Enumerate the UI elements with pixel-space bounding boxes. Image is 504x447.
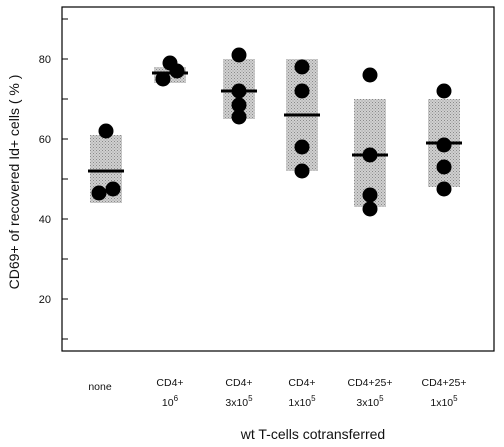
data-point	[294, 139, 310, 155]
x-axis-title: wt T-cells cotransferred	[240, 426, 385, 442]
category-label: CD4+	[156, 377, 183, 389]
data-point	[362, 147, 378, 163]
data-point	[362, 67, 378, 83]
data-point	[436, 181, 452, 197]
y-tick-label: 60	[39, 134, 51, 146]
data-point	[362, 187, 378, 203]
data-point	[91, 185, 107, 201]
category-dose-label: 106	[162, 394, 179, 409]
data-point	[169, 63, 185, 79]
category-label: CD4+25+	[422, 377, 467, 389]
y-axis-ticks	[62, 18, 68, 340]
category-dose-label: 1x105	[288, 394, 316, 409]
range-bands	[90, 59, 460, 207]
data-point	[231, 83, 247, 99]
data-point	[436, 83, 452, 99]
data-points	[91, 47, 452, 217]
y-tick-label: 40	[39, 214, 51, 226]
category-dose-label: 3x105	[225, 394, 253, 409]
category-dose-label: 3x105	[356, 394, 384, 409]
y-tick-label: 20	[39, 294, 51, 306]
data-point	[294, 83, 310, 99]
mean-lines	[88, 71, 462, 173]
data-point	[231, 109, 247, 125]
category-label: CD4+	[225, 377, 252, 389]
data-point	[436, 137, 452, 153]
data-point	[294, 59, 310, 75]
data-point	[231, 47, 247, 63]
data-point	[362, 201, 378, 217]
y-tick-label: 80	[39, 54, 51, 66]
y-axis-title: CD69+ of recovered Id+ cells ( % )	[6, 75, 22, 290]
category-label: none	[88, 381, 112, 393]
data-point	[436, 159, 452, 175]
category-label: CD4+25+	[348, 377, 393, 389]
data-point	[294, 163, 310, 179]
data-point	[105, 181, 121, 197]
category-dose-label: 1x105	[430, 394, 458, 409]
category-label: CD4+	[288, 377, 315, 389]
data-point	[155, 71, 171, 87]
x-axis-category-labels: none CD4+ 106 CD4+ 3x105 CD4+ 1x105 CD4+25+ 3x10…	[88, 377, 466, 409]
y-axis-tick-labels: 20 40 60 80	[39, 54, 51, 306]
data-point	[231, 97, 247, 113]
data-point	[98, 123, 114, 139]
